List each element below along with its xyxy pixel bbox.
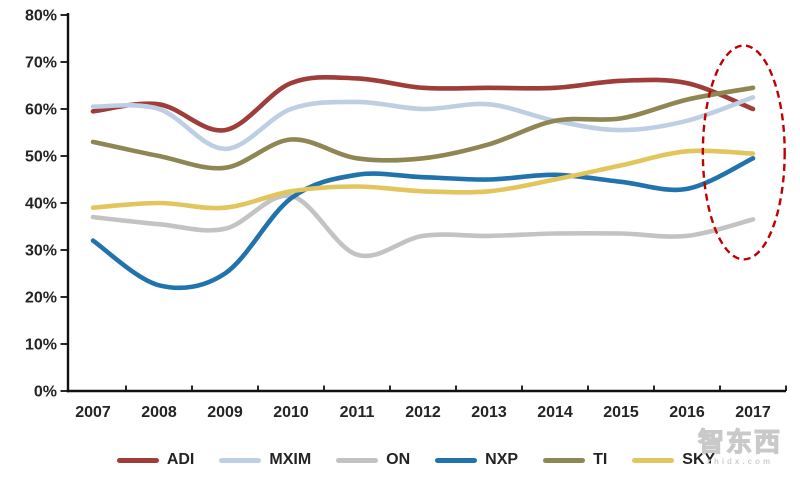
- legend-item-ti: TI: [543, 452, 607, 468]
- y-axis-label: 10%: [25, 337, 57, 354]
- legend-label-sky: SKY: [682, 451, 716, 468]
- series-line-mxim: [90, 95, 756, 152]
- y-axis-label: 50%: [25, 149, 57, 166]
- x-axis-label: 2010: [273, 404, 309, 421]
- legend-item-nxp: NXP: [435, 452, 518, 468]
- x-axis-label: 2008: [141, 404, 177, 421]
- y-axis-label: 0%: [34, 384, 57, 401]
- y-axis-label: 20%: [25, 290, 57, 307]
- x-axis-label: 2016: [669, 404, 705, 421]
- legend-label-on: ON: [386, 451, 411, 468]
- y-axis-label: 80%: [25, 8, 57, 25]
- legend-swatch-ti: [543, 457, 586, 463]
- x-axis-label: 2007: [75, 404, 111, 421]
- x-axis-label: 2013: [471, 404, 507, 421]
- x-axis-label: 2012: [405, 404, 441, 421]
- legend-item-adi: ADI: [116, 451, 195, 468]
- y-axis-label: 40%: [25, 196, 57, 213]
- legend-swatch-nxp: [435, 457, 478, 463]
- legend-label-mxim: MXIM: [269, 451, 312, 468]
- y-axis-label: 30%: [25, 243, 57, 260]
- series-line-sky: [90, 148, 756, 211]
- legend-item-sky: SKY: [632, 452, 715, 468]
- y-axis-label: 60%: [25, 102, 57, 119]
- series-line-on: [90, 193, 756, 259]
- legend-item-mxim: MXIM: [219, 452, 311, 468]
- legend-label-adi: ADI: [166, 451, 195, 468]
- series-line-adi: [90, 74, 756, 133]
- legend-label-nxp: NXP: [485, 451, 519, 468]
- legend-label-ti: TI: [593, 451, 608, 468]
- x-axis-label: 2011: [340, 404, 375, 421]
- legend-item-on: ON: [336, 452, 410, 468]
- x-axis-label: 2015: [603, 404, 639, 421]
- highlight-ellipse-2017: [701, 44, 786, 261]
- legend-swatch-sky: [632, 457, 675, 463]
- x-axis-label: 2014: [537, 404, 573, 421]
- x-axis-label: 2017: [735, 404, 771, 421]
- series-line-nxp: [90, 156, 756, 291]
- y-axis-label: 70%: [25, 55, 57, 72]
- legend-swatch-on: [336, 457, 379, 463]
- legend-swatch-mxim: [219, 457, 262, 463]
- x-axis-label: 2009: [207, 404, 243, 421]
- series-line-ti: [90, 85, 756, 171]
- legend-swatch-adi: [116, 457, 159, 463]
- legend: ADI MXIM ON NXP TI SKY: [16, 452, 800, 468]
